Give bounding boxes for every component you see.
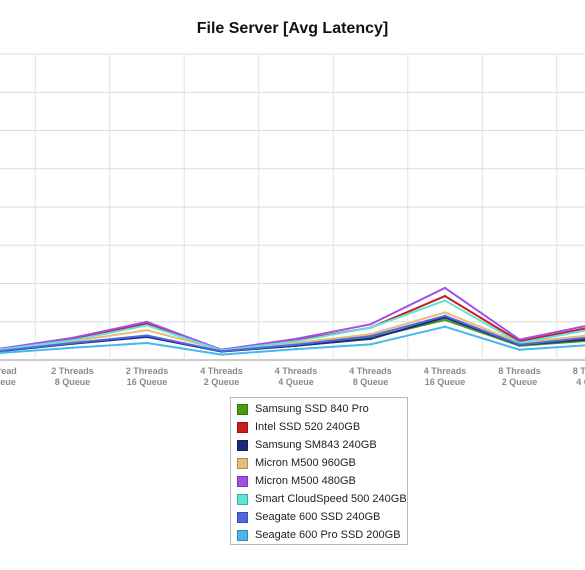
data-point: [443, 286, 447, 290]
legend-swatch: [237, 421, 248, 433]
data-point: [369, 335, 372, 338]
data-point: [443, 299, 447, 302]
data-point: [443, 294, 447, 298]
data-point: [145, 320, 149, 324]
legend-item: Samsung SSD 840 Pro: [231, 400, 407, 418]
data-point: [369, 343, 372, 346]
data-point: [369, 332, 372, 336]
data-point: [220, 353, 223, 356]
legend-swatch: [237, 529, 248, 541]
data-point: [145, 341, 149, 345]
legend-item: Intel SSD 520 240GB: [231, 418, 407, 436]
data-point: [369, 326, 372, 329]
legend-item: Micron M500 960GB: [231, 454, 407, 472]
legend-swatch: [237, 439, 248, 451]
legend-swatch: [237, 493, 248, 505]
x-tick-label: 8 Threads 2 Queue: [498, 366, 541, 387]
data-point: [294, 347, 298, 351]
legend-label: Micron M500 480GB: [255, 475, 356, 487]
data-point: [220, 349, 223, 353]
legend-label: Smart CloudSpeed 500 240GB: [255, 493, 407, 505]
data-point: [518, 338, 521, 341]
legend: Samsung SSD 840 Pro Intel SSD 520 240GB Sa…: [230, 397, 408, 545]
data-point: [443, 325, 447, 328]
data-point: [443, 314, 447, 317]
legend-label: Micron M500 960GB: [255, 457, 356, 469]
data-point: [294, 337, 298, 341]
data-point: [294, 343, 298, 346]
legend-item: Micron M500 480GB: [231, 472, 407, 490]
chart-title: File Server [Avg Latency]: [196, 20, 389, 37]
legend-swatch: [237, 403, 248, 415]
data-point: [369, 323, 372, 326]
legend-swatch: [237, 511, 248, 523]
legend-item: Samsung SM843 240GB: [231, 436, 407, 454]
data-point: [145, 324, 149, 327]
x-tick-label: 4 Threads 16 Queue: [424, 366, 467, 387]
x-tick-label: 4 Threads 2 Queue: [200, 366, 243, 387]
legend-item: Seagate 600 Pro SSD 200GB: [231, 526, 407, 544]
legend-item: Smart CloudSpeed 500 240GB: [231, 490, 407, 508]
data-point: [294, 341, 298, 345]
data-point: [145, 328, 149, 332]
legend-label: Intel SSD 520 240GB: [255, 421, 361, 433]
data-point: [443, 311, 447, 314]
legend-label: Seagate 600 SSD 240GB: [255, 511, 381, 523]
grid-lines: [0, 53, 585, 361]
data-point: [443, 318, 447, 322]
x-tick-label: 1 Thread8 Queue: [0, 366, 17, 387]
x-tick-label: 4 Threads 8 Queue: [349, 366, 392, 387]
data-point: [71, 341, 74, 345]
legend-swatch: [237, 475, 248, 487]
x-tick-label: 4 Threads 4 Queue: [275, 366, 318, 387]
data-point: [518, 343, 521, 346]
x-tick-label: 2 Threads 16 Queue: [126, 366, 169, 387]
data-point: [71, 336, 74, 340]
data-point: [518, 348, 521, 351]
data-point: [71, 339, 74, 342]
x-tick-label: 2 Threads 8 Queue: [51, 366, 94, 387]
data-point: [71, 346, 74, 349]
series-layer: [0, 286, 585, 356]
legend-swatch: [237, 457, 248, 469]
legend-label: Samsung SM843 240GB: [255, 439, 377, 451]
data-point: [145, 334, 149, 337]
legend-item: Seagate 600 SSD 240GB: [231, 508, 407, 526]
data-point: [294, 340, 298, 343]
data-point: [369, 337, 372, 341]
legend-label: Samsung SSD 840 Pro: [255, 403, 369, 415]
legend-label: Seagate 600 Pro SSD 200GB: [255, 529, 401, 541]
